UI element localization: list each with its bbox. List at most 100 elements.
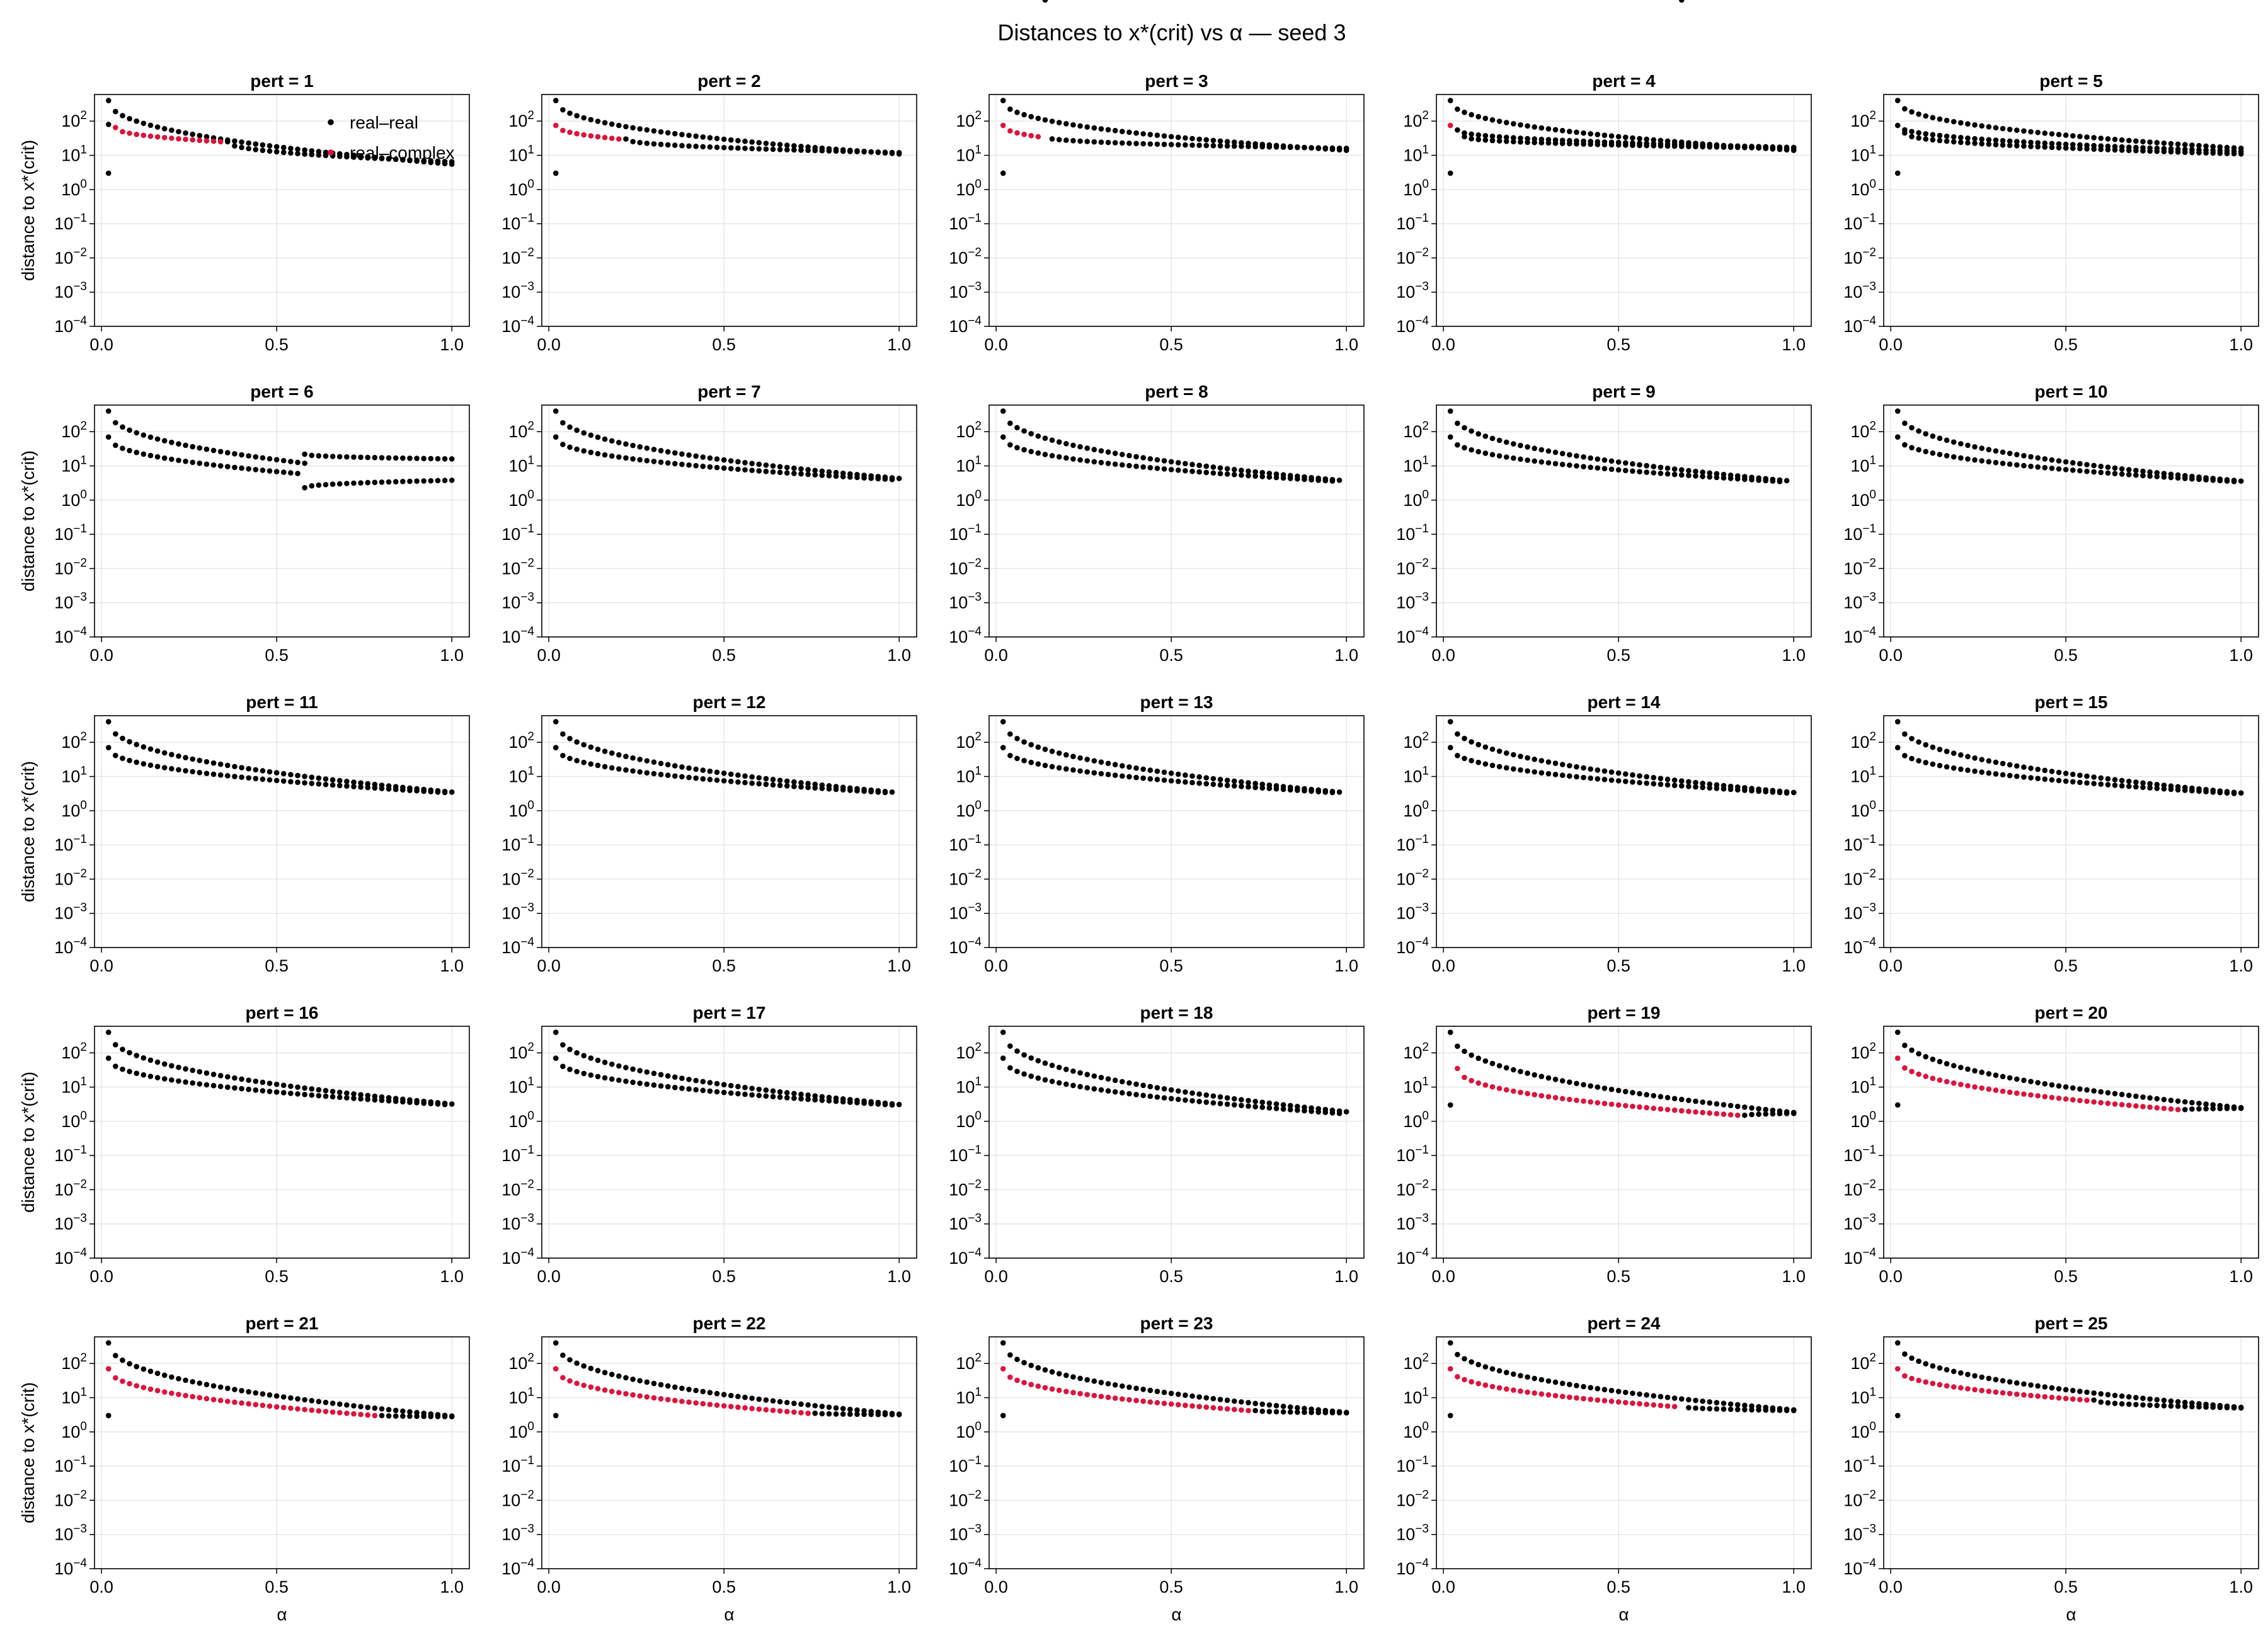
data-point xyxy=(1923,449,1929,455)
data-point xyxy=(1189,1098,1195,1104)
data-point xyxy=(1916,447,1922,453)
data-point xyxy=(1161,1086,1167,1092)
panel-title: pert = 18 xyxy=(1140,1003,1213,1022)
data-point xyxy=(2140,148,2146,154)
y-tick-label: 10−1 xyxy=(1396,1143,1429,1165)
data-point xyxy=(2175,1098,2181,1104)
data-point xyxy=(819,1404,825,1409)
data-point xyxy=(1475,137,1482,142)
data-point xyxy=(2119,1092,2125,1097)
data-point xyxy=(707,768,713,774)
data-point xyxy=(1120,1090,1125,1096)
y-tick-label: 10−4 xyxy=(54,1246,87,1268)
data-point xyxy=(113,1063,118,1069)
data-point xyxy=(2217,789,2223,796)
series-points xyxy=(553,98,902,157)
data-point xyxy=(2126,137,2132,144)
data-point xyxy=(826,786,832,792)
data-point xyxy=(260,776,266,782)
data-point xyxy=(2140,784,2146,791)
data-point xyxy=(1503,439,1509,445)
data-point xyxy=(791,1095,797,1101)
data-point xyxy=(1714,786,1720,791)
data-point xyxy=(1295,1409,1300,1415)
x-tick-label: 0.5 xyxy=(2054,646,2078,665)
data-point xyxy=(1630,468,1635,474)
x-tick-label: 0.5 xyxy=(2054,956,2078,975)
data-point xyxy=(1525,444,1530,450)
y-tick-label: 100 xyxy=(61,799,87,820)
data-point xyxy=(2175,1403,2181,1409)
data-point xyxy=(127,427,132,433)
data-point xyxy=(637,140,643,146)
data-point xyxy=(1329,1410,1336,1416)
data-point xyxy=(756,461,762,467)
data-point xyxy=(442,455,448,462)
x-tick-label: 0.5 xyxy=(2054,335,2078,354)
data-point xyxy=(1035,1058,1041,1064)
data-point xyxy=(1154,768,1160,774)
data-point xyxy=(749,461,755,466)
data-point xyxy=(1721,144,1727,150)
data-point xyxy=(232,464,238,471)
panel-grid: pert = 10.0 0.5 1.010−410−310−210−11001011… xyxy=(18,0,2259,1624)
series-points xyxy=(1894,98,2244,151)
data-point xyxy=(379,786,385,791)
data-point xyxy=(442,1101,448,1108)
data-point xyxy=(2154,470,2160,476)
y-tick-label: 10−4 xyxy=(1843,936,1876,957)
data-point xyxy=(1280,1102,1286,1108)
data-point xyxy=(1559,140,1566,147)
series-points xyxy=(1894,1029,2244,1111)
y-tick-label: 101 xyxy=(1403,1386,1429,1407)
data-point xyxy=(260,147,266,154)
data-point xyxy=(203,134,210,140)
data-point xyxy=(588,1384,594,1390)
data-point xyxy=(1637,142,1642,149)
data-point xyxy=(161,438,168,444)
data-point xyxy=(2203,789,2209,794)
data-point xyxy=(714,1080,720,1087)
data-point xyxy=(2098,135,2104,141)
data-point xyxy=(147,133,154,139)
data-point xyxy=(1049,1079,1055,1084)
data-point xyxy=(833,786,839,793)
data-point xyxy=(1742,1112,1748,1118)
data-point xyxy=(2168,1403,2174,1409)
data-point xyxy=(2035,1080,2041,1085)
data-point xyxy=(225,464,231,469)
legend-label: real–complex xyxy=(350,143,455,163)
data-point xyxy=(1595,776,1601,782)
data-point xyxy=(260,455,266,461)
data-point xyxy=(1035,433,1041,439)
data-point xyxy=(616,1063,622,1069)
data-point xyxy=(644,445,650,451)
data-point xyxy=(127,116,132,122)
data-point xyxy=(840,474,846,479)
data-point xyxy=(190,1378,196,1385)
x-tick-label: 0.0 xyxy=(1431,335,1455,354)
data-point xyxy=(2105,1090,2111,1096)
data-point xyxy=(2105,1392,2111,1397)
data-point xyxy=(161,765,168,770)
data-point xyxy=(1133,140,1139,147)
data-point xyxy=(1958,455,1964,461)
data-point xyxy=(812,472,818,478)
panel-title: pert = 6 xyxy=(250,382,313,401)
data-point xyxy=(421,1100,427,1106)
series-points xyxy=(105,122,112,127)
x-tick-label: 1.0 xyxy=(887,335,911,354)
data-point xyxy=(1126,129,1132,135)
data-point xyxy=(1246,144,1251,149)
data-point xyxy=(1098,1087,1104,1093)
data-point xyxy=(273,770,280,776)
data-point xyxy=(1007,1374,1013,1380)
data-point xyxy=(1140,1092,1146,1099)
data-point xyxy=(1790,146,1797,151)
data-point xyxy=(203,446,210,452)
data-point xyxy=(609,765,615,771)
data-point xyxy=(1601,777,1608,782)
data-point xyxy=(798,144,804,149)
data-point xyxy=(2196,142,2202,149)
data-point xyxy=(1979,458,1985,464)
